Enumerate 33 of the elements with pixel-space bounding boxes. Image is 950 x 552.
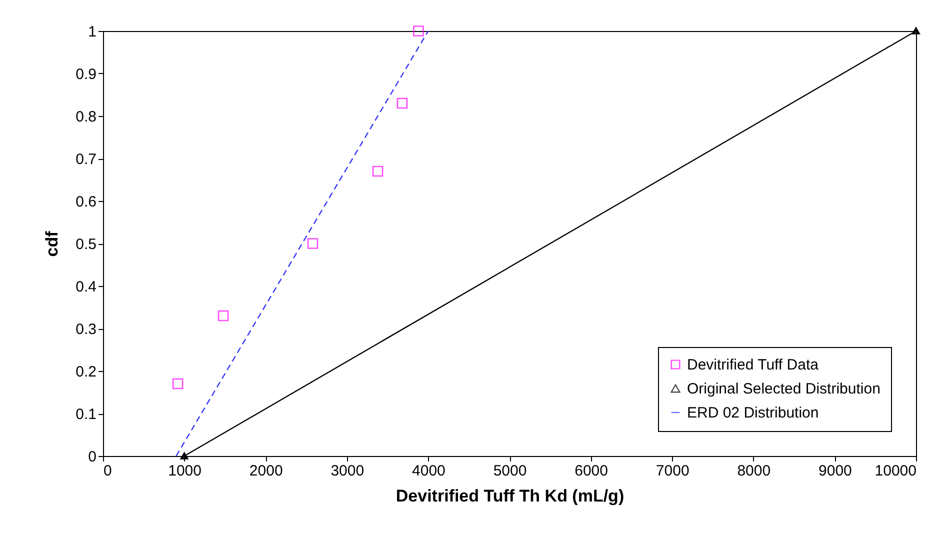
point [307, 238, 318, 249]
point [218, 310, 229, 322]
point [396, 98, 408, 109]
x-tick-label: 1000 [168, 462, 202, 480]
x-tick-label: 7000 [656, 462, 690, 480]
x-tick-label: 2000 [249, 462, 283, 480]
y-tick-label: 0.5 [76, 236, 96, 253]
x-tick-label: 4000 [412, 462, 446, 480]
y-tick-label: 0.9 [76, 66, 96, 83]
y-tick-label: 0.4 [76, 278, 96, 296]
x-tick-label: 0 [104, 462, 112, 480]
point [172, 378, 184, 390]
point [413, 26, 424, 36]
x-tick-label: 3000 [330, 462, 364, 480]
y-tick-label: 1 [88, 24, 96, 40]
y-tick-label: 0.2 [76, 364, 96, 380]
legend-label: ERD 02 Distribution [687, 404, 819, 422]
y-tick-label: 0.6 [76, 194, 96, 210]
x-tick-label: 6000 [574, 462, 608, 480]
legend-label: Original Selected Distribution [687, 380, 880, 398]
y-axis-title: cdf [42, 230, 62, 257]
x-tick-label: 9000 [818, 462, 852, 480]
y-tick-label: 0.7 [76, 151, 96, 168]
x-tick-label: 8000 [737, 462, 771, 480]
y-tick-label: 0 [88, 448, 96, 466]
x-axis-title: Devitrified Tuff Th Kd (mL/g) [396, 486, 624, 506]
legend-label: Devitrified Tuff Data [687, 356, 820, 374]
y-tick-label: 0.3 [76, 321, 96, 338]
y-tick-label: 0.1 [76, 406, 96, 423]
point [372, 166, 384, 177]
x-tick-label: 10000 [874, 462, 916, 480]
y-tick-label: 0.8 [76, 108, 96, 126]
x-tick-label: 5000 [493, 462, 527, 480]
